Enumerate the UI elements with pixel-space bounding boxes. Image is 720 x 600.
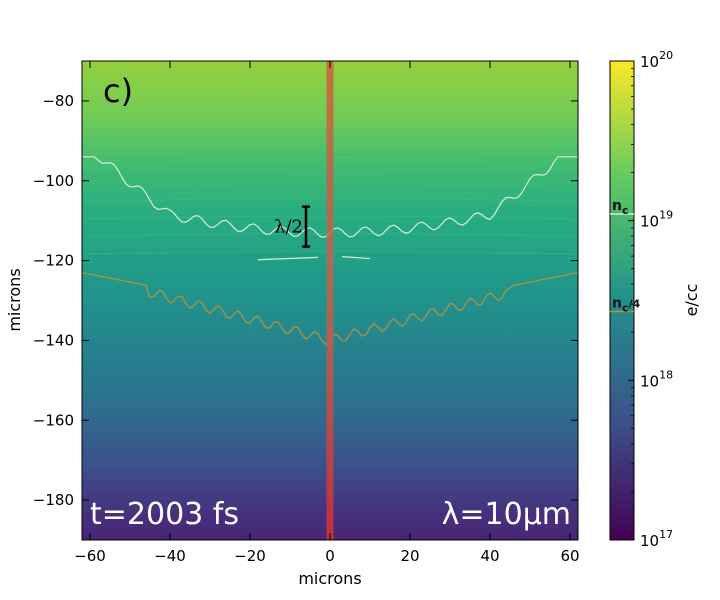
wavelength-label: λ=10μm <box>442 497 571 532</box>
marker-label: λ/2 <box>274 217 303 238</box>
colorbar-tick-label: 1019 <box>640 209 673 231</box>
panel-label: c) <box>103 72 133 110</box>
colorbar-tick-label: 1020 <box>640 49 673 71</box>
colorbar-label: e/cc <box>682 284 701 317</box>
x-axis: −60 −40 −20 0 20 40 60 <box>74 61 580 565</box>
y-tick-label: −80 <box>42 92 74 110</box>
y-axis: −80 −100 −120 −140 −160 −180 <box>33 92 578 509</box>
colorbar-contour-label: nc <box>612 198 629 217</box>
y-tick-label: −120 <box>33 252 74 270</box>
x-tick-label: 40 <box>480 547 499 565</box>
x-tick-label: −60 <box>74 547 106 565</box>
x-tick-label: −40 <box>154 547 186 565</box>
x-tick-label: 20 <box>400 547 419 565</box>
contour-nc-fragment <box>341 255 371 260</box>
y-tick-label: −180 <box>33 491 74 509</box>
y-tick-label: −140 <box>33 331 74 349</box>
contour-nc-fragment <box>257 256 319 261</box>
colorbar-tick-label: 1017 <box>640 528 673 550</box>
time-label: t=2003 fs <box>90 497 239 532</box>
colorbar-contour-label: nc/4 <box>612 295 641 314</box>
y-axis-label: microns <box>5 268 24 331</box>
laser-axis-band <box>326 61 334 540</box>
x-tick-label: 60 <box>560 547 579 565</box>
colorbar-tick-label: 1018 <box>640 368 673 390</box>
y-tick-label: −100 <box>33 172 74 190</box>
x-tick-label: −20 <box>234 547 266 565</box>
colorbar-axis: 1020 1019 1018 1017 nc nc/4 <box>610 49 673 550</box>
y-tick-label: −160 <box>33 411 74 429</box>
x-axis-label: microns <box>298 569 361 588</box>
half-wavelength-marker: λ/2 <box>274 205 310 248</box>
colorbar <box>609 60 635 541</box>
x-tick-label: 0 <box>325 547 335 565</box>
